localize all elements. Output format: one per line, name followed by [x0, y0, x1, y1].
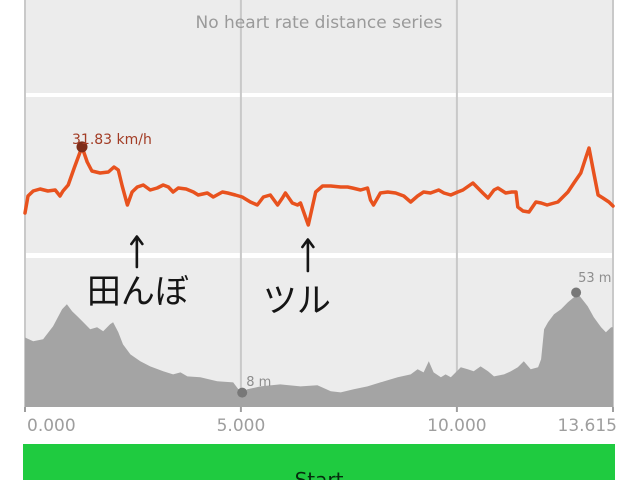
- elevation-max-label: 53 m: [578, 271, 612, 287]
- annotation-tanbo: 田んぼ: [86, 272, 189, 312]
- x-axis-label-3: 13.615: [557, 416, 617, 436]
- start-button[interactable]: [23, 444, 615, 480]
- max-speed-label: 31.83 km/h: [72, 132, 152, 149]
- annotation-tsuru: ツル: [262, 281, 331, 321]
- heart-rate-panel[interactable]: [25, 0, 613, 93]
- start-button-label: Start: [294, 468, 344, 480]
- speed-chart-panel[interactable]: [25, 97, 613, 253]
- x-axis-label-0: 0.000: [27, 416, 76, 436]
- x-axis-label-1: 5.000: [216, 416, 266, 436]
- elevation-min-label: 8 m: [246, 374, 272, 390]
- x-axis-label-2: 10.000: [427, 416, 487, 436]
- no-heart-rate-message: No heart rate distance series: [195, 13, 443, 33]
